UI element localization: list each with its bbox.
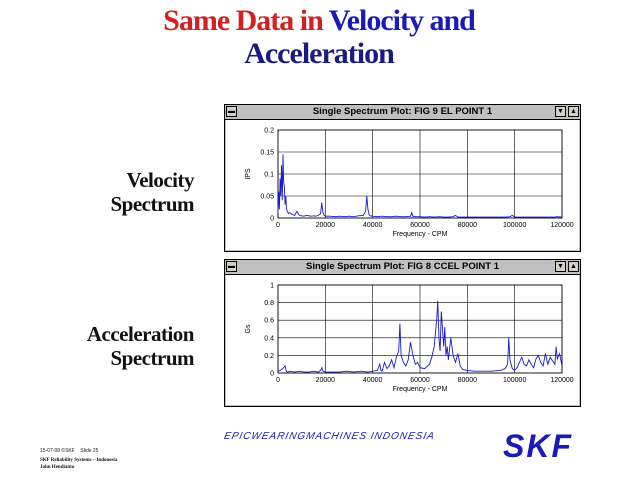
x-tick-label: 100000 xyxy=(503,222,526,229)
y-tick-label: 0.2 xyxy=(264,353,274,360)
x-tick-label: 20000 xyxy=(316,377,336,384)
acceleration-spectrum-chart: 0 20000 40000 60000 80000 100000 120000 0 0.2 0.4… xyxy=(245,283,574,394)
spectrum-trace-line xyxy=(277,154,563,218)
velocity-plot-window[interactable]: ▬ Single Spectrum Plot: FIG 9 EL POINT 1… xyxy=(224,104,581,252)
velocity-plot-area: 0 20000 40000 60000 80000 100000 120000 0 0.05 0.… xyxy=(226,120,579,250)
x-tick-label: 0 xyxy=(276,222,280,229)
acceleration-plot-area: 0 20000 40000 60000 80000 100000 120000 0 0.2 0.4… xyxy=(226,275,579,405)
x-axis-label: Frequency - CPM xyxy=(393,231,448,238)
maximize-icon[interactable]: ▲ xyxy=(568,261,579,272)
y-tick-label: 0 xyxy=(270,216,274,223)
velocity-spectrum-chart: 0 20000 40000 60000 80000 100000 120000 0 0.05 0.… xyxy=(245,128,574,239)
slide-title: Same Data in Velocity and Acceleration xyxy=(0,4,638,70)
x-tick-label: 60000 xyxy=(410,377,430,384)
tagline-text: EPICWEARINGMACHINES INDONESIA xyxy=(222,431,436,442)
y-tick-label: 0.15 xyxy=(260,150,274,157)
x-axis-label: Frequency - CPM xyxy=(393,386,448,393)
acceleration-window-titlebar[interactable]: ▬ Single Spectrum Plot: FIG 8 CCEL POINT… xyxy=(225,260,580,275)
y-tick-label: 1 xyxy=(270,283,274,290)
velocity-label-line2: Spectrum xyxy=(110,192,195,216)
x-tick-label: 20000 xyxy=(316,222,336,229)
y-tick-label: 0.6 xyxy=(264,318,274,325)
footer-author: John Hendianto xyxy=(40,465,75,470)
footer-org: SKF Reliability Systems – Indonesia xyxy=(40,458,118,463)
skf-logo: SKF xyxy=(503,428,573,464)
y-tick-label: 0.8 xyxy=(264,300,274,307)
footer-date: 15-07-08 xyxy=(40,448,61,454)
velocity-spectrum-label: Velocity Spectrum xyxy=(60,168,195,216)
acceleration-plot-window[interactable]: ▬ Single Spectrum Plot: FIG 8 CCEL POINT… xyxy=(224,259,581,407)
x-tick-label: 120000 xyxy=(550,377,573,384)
x-tick-label: 40000 xyxy=(363,377,383,384)
window-menu-icon[interactable]: ▬ xyxy=(226,261,237,272)
title-same-data: Same Data in xyxy=(163,4,329,37)
velocity-label-line1: Velocity xyxy=(126,168,194,192)
title-acceleration: Acceleration xyxy=(244,37,395,70)
velocity-window-title: Single Spectrum Plot: FIG 9 EL POINT 1 xyxy=(312,106,493,117)
x-tick-label: 40000 xyxy=(363,222,383,229)
y-tick-label: 0.1 xyxy=(264,172,274,179)
acceleration-window-title: Single Spectrum Plot: FIG 8 CCEL POINT 1 xyxy=(305,261,500,272)
window-menu-icon[interactable]: ▬ xyxy=(226,106,237,117)
x-tick-label: 120000 xyxy=(550,222,573,229)
title-velocity-and: Velocity and xyxy=(328,4,476,37)
acceleration-spectrum-label: Acceleration Spectrum xyxy=(40,322,195,370)
x-tick-label: 0 xyxy=(276,377,280,384)
minimize-icon[interactable]: ▼ xyxy=(555,261,566,272)
acceleration-label-line1: Acceleration xyxy=(86,322,195,346)
footer-meta: 15-07-08 ©SKF Slide 25 xyxy=(40,448,98,454)
y-axis-label: IPS xyxy=(245,168,252,180)
x-tick-label: 60000 xyxy=(410,222,430,229)
y-tick-label: 0.2 xyxy=(264,128,274,135)
minimize-icon[interactable]: ▼ xyxy=(555,106,566,117)
y-tick-label: 0.4 xyxy=(264,335,274,342)
acceleration-label-line2: Spectrum xyxy=(110,346,195,370)
velocity-window-titlebar[interactable]: ▬ Single Spectrum Plot: FIG 9 EL POINT 1… xyxy=(225,105,580,120)
y-tick-label: 0.05 xyxy=(260,194,274,201)
spectrum-trace-line xyxy=(277,300,563,373)
footer-brand: ©SKF xyxy=(61,448,75,454)
x-tick-label: 100000 xyxy=(503,377,526,384)
maximize-icon[interactable]: ▲ xyxy=(568,106,579,117)
y-axis-label: Gs xyxy=(245,324,252,333)
y-tick-label: 0 xyxy=(270,371,274,378)
x-tick-label: 80000 xyxy=(458,222,478,229)
footer-slide-number: Slide 25 xyxy=(80,448,99,454)
x-tick-label: 80000 xyxy=(458,377,478,384)
